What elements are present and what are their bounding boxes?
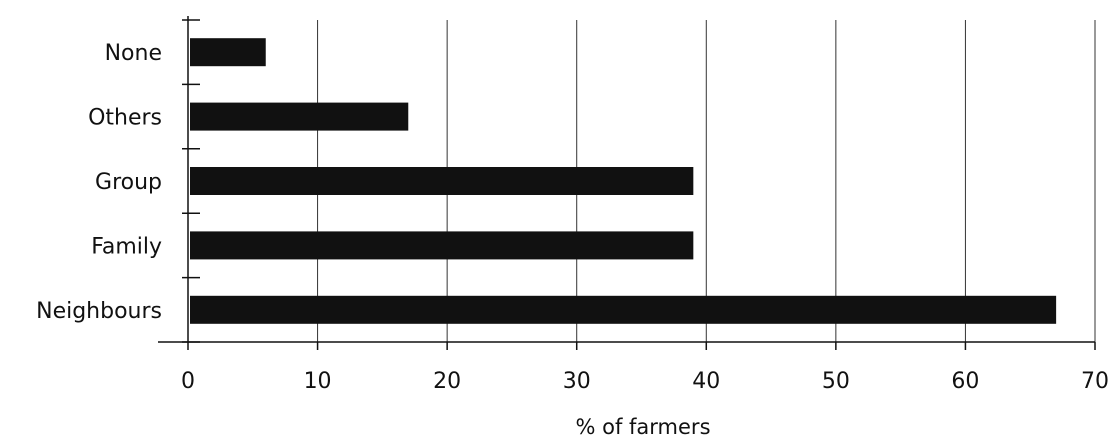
x-axis-title: % of farmers	[575, 415, 710, 439]
x-tick-label: 40	[692, 369, 720, 394]
bars	[190, 38, 1057, 324]
x-tick-labels: 0 10 20 30 40 50 60 70	[181, 369, 1109, 394]
axes	[158, 16, 1096, 350]
category-labels: None Others Group Family Neighbours	[36, 41, 162, 324]
category-label: None	[105, 41, 162, 66]
bar-none	[190, 38, 266, 67]
category-label: Family	[91, 234, 162, 259]
category-label: Group	[95, 170, 162, 195]
category-label: Neighbours	[36, 299, 162, 324]
bar-family	[190, 231, 694, 260]
x-tick-label: 20	[433, 369, 461, 394]
bar-neighbours	[190, 295, 1057, 324]
x-tick-label: 0	[181, 369, 195, 394]
x-tick-label: 70	[1081, 369, 1109, 394]
bar-others	[190, 102, 409, 131]
x-tick-label: 30	[563, 369, 591, 394]
x-tick-label: 10	[304, 369, 332, 394]
category-label: Others	[88, 106, 162, 131]
bar-group	[190, 167, 694, 195]
x-tick-label: 50	[822, 369, 850, 394]
x-tick-label: 60	[951, 369, 979, 394]
